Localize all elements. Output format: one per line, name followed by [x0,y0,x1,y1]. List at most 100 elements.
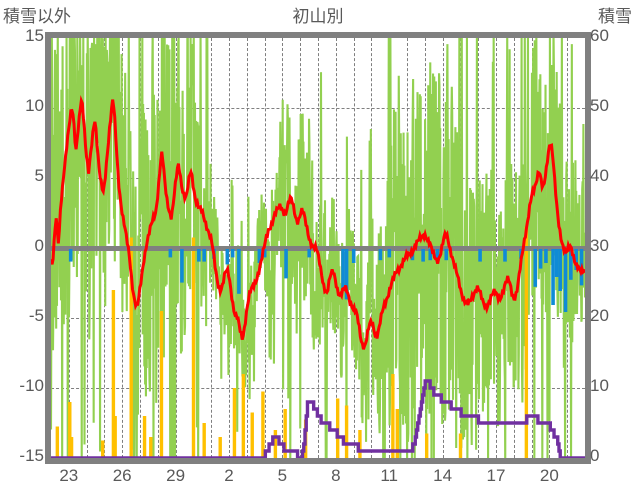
x-tick-5: 5 [277,466,288,485]
snow-precip-bar [344,249,349,300]
right-tick-40: 40 [590,166,609,185]
snow-precip-bar [538,249,543,269]
rain-bar [458,433,463,458]
left-tick-neg15: -15 [19,446,44,465]
left-tick-0: 0 [34,236,44,255]
snow-precip-bar [569,249,573,280]
rain-bar [159,311,164,458]
rain-bar [261,391,265,458]
snow-precip-bar [503,249,507,262]
snow-precip-bar [351,249,356,263]
snow-precip-bar [202,249,206,262]
snow-precip-bar [197,249,201,262]
rain-bar [68,402,72,458]
left-axis-caption: 積雪以外 [3,7,71,26]
snow-precip-bar [257,249,262,263]
snow-precip-bar [225,249,230,265]
x-tick-8: 8 [331,466,341,485]
left-tick-10: 10 [25,96,44,115]
rain-bar [142,416,147,458]
x-tick-11: 11 [380,466,399,485]
page-title: 初山別 [292,7,344,26]
right-tick-50: 50 [590,96,609,115]
right-tick-0: 0 [590,446,600,465]
snow-precip-bar [421,249,425,262]
right-tick-10: 10 [590,376,609,395]
snow-precip-bar [262,249,267,258]
right-tick-20: 20 [590,306,609,325]
snow-precip-bar [307,249,311,258]
rain-bar [395,409,400,458]
rain-bar [69,437,74,458]
snow-precip-bar [563,249,568,312]
rain-bar [149,437,153,458]
snow-precip-bar [558,249,562,291]
right-tick-30: 30 [590,236,609,255]
temperature-series [51,95,585,350]
snow-precip-bar [551,249,555,305]
right-axis-caption: 積雪 [598,7,632,26]
left-tick-neg10: -10 [19,376,44,395]
snow-precip-bar [533,249,538,287]
rain-bar [250,412,254,458]
snow-precip-bar [68,249,73,262]
snow-precip-bar [180,249,184,283]
x-tick-20: 20 [539,466,559,485]
horizontal-gridline [51,108,585,109]
rain-bar [335,398,340,458]
snow-precip-bar [387,249,392,258]
plot-frame-right [585,32,591,464]
rain-bar [129,237,133,458]
snow-precip-bar [341,249,345,289]
snow-precip-bar [544,249,548,263]
rain-bar [273,430,278,458]
snow-precip-bar [554,249,559,277]
horizontal-gridline [51,388,585,389]
rain-bar [113,416,117,458]
snow-precip-bar [378,249,383,261]
snow-precip-bar [428,249,433,261]
rain-bar [391,374,395,458]
rain-bar [55,426,60,458]
x-tick-14: 14 [433,466,453,485]
wind-series [51,38,585,458]
rain-bar [232,388,237,458]
snow-precip-bar [284,249,288,279]
left-tick-15: 15 [25,26,44,45]
horizontal-gridline [51,178,585,179]
rain-bar [241,374,246,458]
series-top-layer [51,95,585,458]
rain-bar [283,409,287,458]
snow-depth-series [51,379,585,458]
rain-bar [111,290,116,458]
snow-precip-bar [435,249,440,262]
plot-frame-left [45,32,51,464]
snow-precip-bar [574,249,578,270]
series-layer [51,38,585,458]
rain-bar [202,423,206,458]
rain-bar [218,437,222,458]
snow-precip-bar [237,249,241,294]
rain-bar [524,227,529,458]
snow-precip-bar [444,249,449,261]
plot-frame-bottom [45,458,591,464]
snow-precip-bar [478,249,482,262]
snow-precip-bar [230,249,235,258]
snow-precip-bar [168,249,173,258]
left-tick-5: 5 [34,166,44,185]
x-tick-23: 23 [59,466,79,485]
rain-bar [424,433,429,458]
left-tick-neg5: -5 [28,306,44,325]
zero-line [51,246,585,251]
rain-bar [344,405,349,458]
x-tick-26: 26 [112,466,132,485]
rain-bar [101,440,105,458]
x-tick-17: 17 [486,466,506,485]
plot-area [51,38,585,458]
rain-bar [191,237,196,458]
right-tick-60: 60 [590,26,609,45]
plot-frame-top [45,32,591,38]
x-tick-2: 2 [224,466,234,485]
x-tick-29: 29 [166,466,186,485]
